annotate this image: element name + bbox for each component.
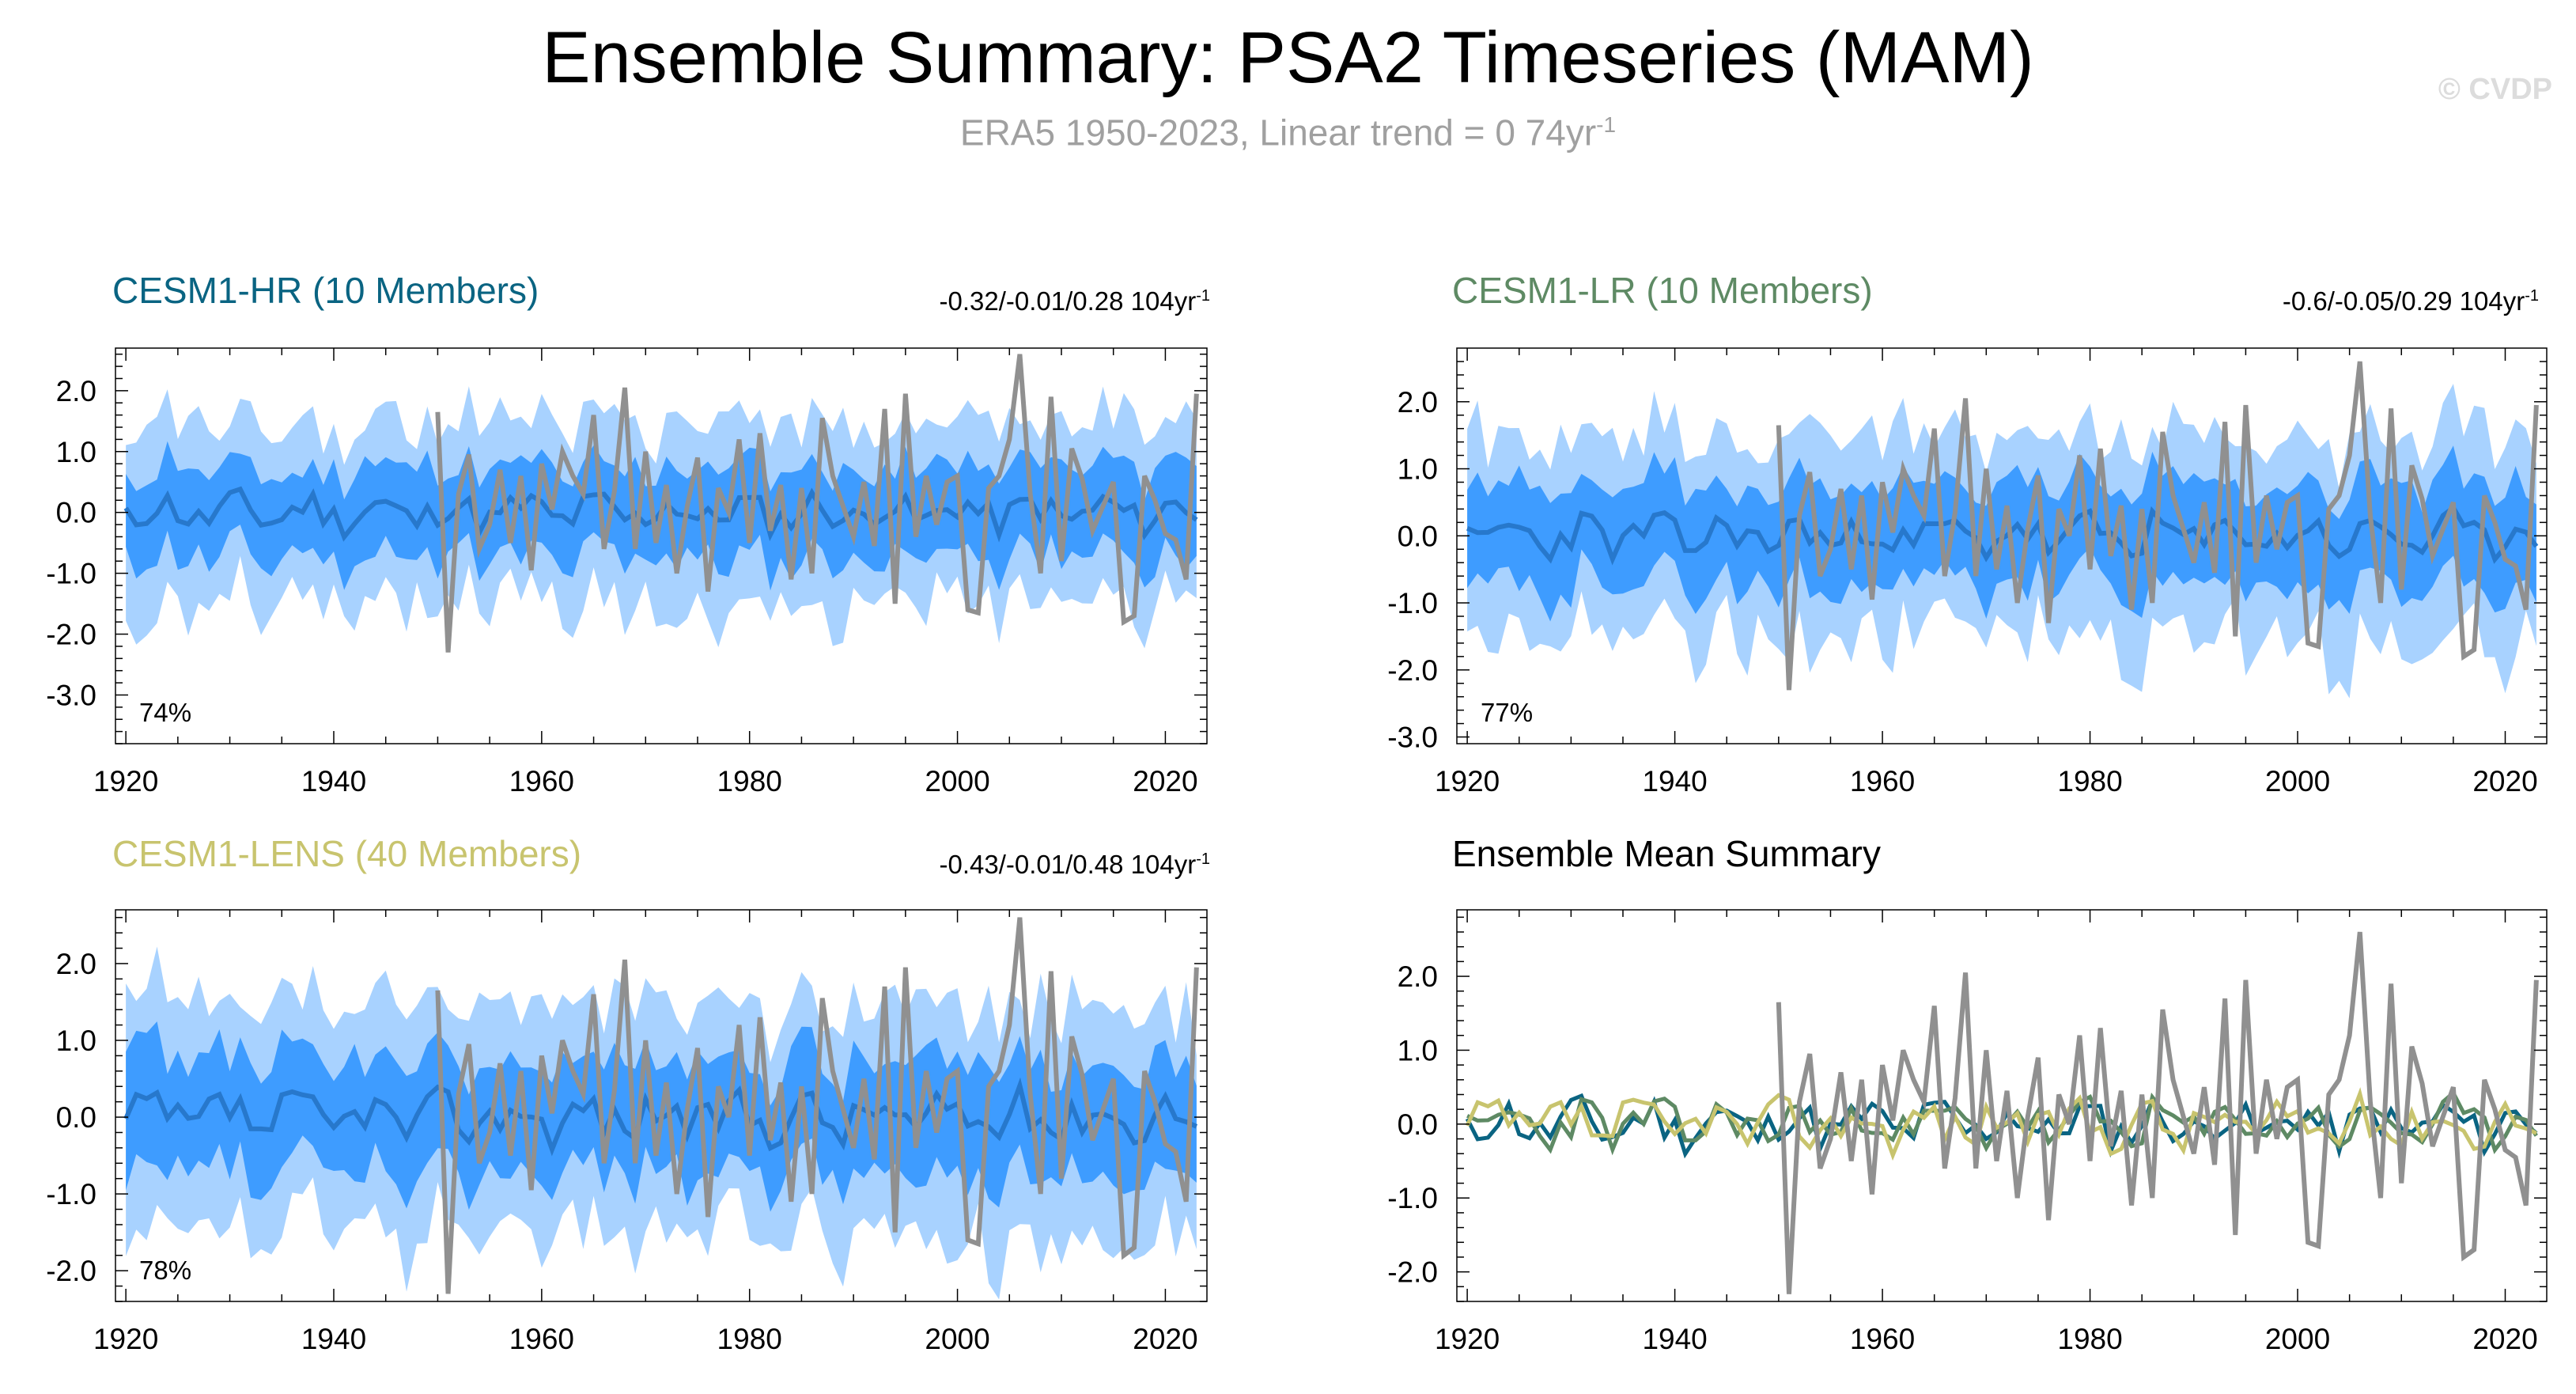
percent-label: 74% [139, 698, 191, 727]
y-tick-label: 2.0 [56, 375, 96, 407]
panel-title-summary: Ensemble Mean Summary [1452, 833, 1881, 874]
subtitle-text: ERA5 1950-2023, Linear trend = 0 74yr [959, 112, 1597, 153]
chart-lens: 78% 1920 1940 1960 1980 2000 2020 2.0 1.0 0.0 -1.0… [46, 909, 1208, 1355]
plot-frame [1456, 909, 2548, 1302]
x-tick-label: 1940 [1642, 1323, 1707, 1355]
x-tick-label: 1980 [717, 1323, 782, 1355]
x-tick-label: 2020 [2472, 1323, 2537, 1355]
subtitle: ERA5 1950-2023, Linear trend = 0 74yr-1 [0, 103, 2576, 154]
x-tick-label: 1960 [509, 1323, 574, 1355]
obs-line-era5 [435, 917, 1199, 1294]
plot-frame [1456, 347, 2548, 744]
plot-frame [115, 347, 1208, 744]
y-tick-label: -1.0 [46, 1178, 96, 1210]
x-tick-label: 1940 [301, 765, 366, 797]
panel-stat-lr-sup: -1 [2525, 287, 2539, 305]
x-tick-label: 2020 [2472, 765, 2537, 797]
y-tick-label: -1.0 [1387, 1182, 1438, 1214]
main-title: Ensemble Summary: PSA2 Timeseries (MAM) [542, 17, 2034, 98]
x-tick-label: 2000 [2265, 765, 2330, 797]
panel-stat-lens: -0.43/-0.01/0.48 104yr-1 [830, 843, 1210, 881]
panel-stat-lens-text: -0.43/-0.01/0.48 104yr [939, 850, 1197, 879]
y-tick-label: 1.0 [56, 436, 96, 468]
x-tick-label: 1920 [93, 1323, 158, 1355]
y-tick-label: -2.0 [46, 619, 96, 651]
x-tick-label: 1960 [509, 765, 574, 797]
x-tick-label: 1960 [1850, 765, 1915, 797]
panel-stat-lr: -0.6/-0.05/0.29 104yr-1 [2159, 280, 2539, 317]
y-tick-label: 0.0 [56, 497, 96, 529]
x-tick-label: 1920 [1435, 1323, 1500, 1355]
y-tick-label: -2.0 [46, 1255, 96, 1287]
x-tick-label: 2000 [925, 1323, 989, 1355]
obs-line-era5 [1776, 361, 2539, 691]
x-tick-label: 1980 [2057, 1323, 2122, 1355]
y-tick-label: 2.0 [1398, 960, 1438, 993]
y-tick-label: 1.0 [1398, 453, 1438, 486]
x-tick-label: 2020 [1133, 1323, 1197, 1355]
panel-stat-lr-text: -0.6/-0.05/0.29 104yr [2282, 286, 2525, 316]
obs-line-era5 [435, 354, 1199, 653]
x-tick-label: 1980 [2057, 765, 2122, 797]
obs-line-era5 [1776, 931, 2539, 1294]
y-tick-label: -3.0 [46, 679, 96, 711]
x-tick-label: 2000 [2265, 1323, 2330, 1355]
y-tick-label: 2.0 [1398, 386, 1438, 419]
y-tick-label: -2.0 [1387, 1256, 1438, 1289]
panel-stat-hr-sup: -1 [1196, 287, 1210, 305]
y-tick-label: 2.0 [56, 948, 96, 980]
percent-label: 77% [1481, 698, 1533, 727]
y-tick-label: -2.0 [1387, 654, 1438, 687]
y-tick-label: 0.0 [56, 1101, 96, 1134]
panel-stat-hr: -0.32/-0.01/0.28 104yr-1 [830, 280, 1210, 317]
watermark: © CVDP [2438, 73, 2552, 106]
x-tick-label: 1940 [301, 1323, 366, 1355]
x-tick-label: 1940 [1642, 765, 1707, 797]
panel-title-lr: CESM1-LR (10 Members) [1452, 270, 1873, 311]
subtitle-superscript: -1 [1596, 112, 1617, 137]
x-tick-label: 1920 [1435, 765, 1500, 797]
panel-stat-lens-sup: -1 [1196, 850, 1210, 868]
x-tick-label: 2020 [1133, 765, 1197, 797]
chart-summary: 1920 1940 1960 1980 2000 2020 2.0 1.0 0.0 -1.0 -2.… [1387, 909, 2548, 1355]
x-tick-label: 1980 [717, 765, 782, 797]
chart-lr: 77% 1920 1940 1960 1980 2000 2020 2.0 1.0 0.0 -1.0… [1387, 347, 2548, 797]
panel-stat-hr-text: -0.32/-0.01/0.28 104yr [939, 286, 1197, 316]
y-tick-label: 0.0 [1398, 1108, 1438, 1141]
plot-frame [115, 909, 1208, 1302]
percent-label: 78% [139, 1256, 191, 1285]
y-tick-label: 1.0 [1398, 1034, 1438, 1066]
y-tick-label: -1.0 [1387, 587, 1438, 619]
x-tick-label: 1920 [93, 765, 158, 797]
y-tick-label: 0.0 [1398, 520, 1438, 552]
x-tick-label: 1960 [1850, 1323, 1915, 1355]
y-tick-label: -3.0 [1387, 722, 1438, 754]
panel-title-lens: CESM1-LENS (40 Members) [112, 833, 582, 874]
panel-title-hr: CESM1-HR (10 Members) [112, 270, 539, 311]
x-tick-label: 2000 [925, 765, 989, 797]
y-tick-label: -1.0 [46, 558, 96, 590]
y-tick-label: 1.0 [56, 1025, 96, 1057]
chart-hr: 74% 1920 1940 1960 1980 2000 2020 2.0 1.0 0.0 -1.0… [46, 347, 1208, 797]
